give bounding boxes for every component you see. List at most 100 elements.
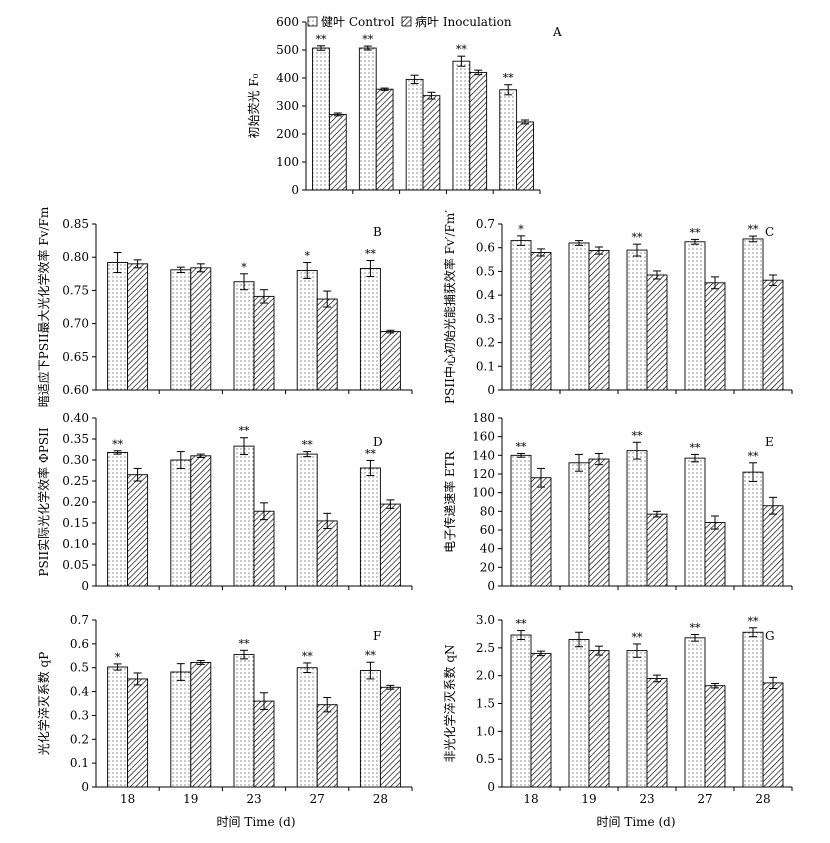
bar-inoculation <box>328 113 347 191</box>
significance-marker: ** <box>632 231 644 244</box>
bar-inoculation <box>375 88 394 191</box>
legend-label-control: 健叶 Control <box>321 15 395 29</box>
y-tick-label: 0.5 <box>70 661 89 675</box>
bar-inoculation <box>646 274 668 391</box>
y-tick-label: 0.75 <box>62 283 89 297</box>
y-axis-title: 光化学淬灭系数 qP <box>36 652 51 756</box>
bar-control <box>170 269 192 391</box>
significance-marker: ** <box>112 438 124 451</box>
chart-panel-c: 0 0.1 0.2 0.3 0.4 0.5 0.6 0.7 PSII中心初始光能捕获效率 Fv′… <box>442 210 793 404</box>
bar-control <box>233 281 255 391</box>
bar-control <box>170 459 192 587</box>
legend-swatch-inoculation <box>401 16 412 27</box>
y-tick-label: 0.3 <box>70 708 89 722</box>
y-axis-title: 暗适应下PSII最大光化学效率 Fv/Fm <box>36 206 51 407</box>
bar-inoculation <box>646 678 668 788</box>
bar-control <box>568 242 590 391</box>
significance-marker: ** <box>516 618 528 631</box>
y-tick-label: 0.70 <box>62 317 89 331</box>
y-tick-label: 1.0 <box>476 724 495 738</box>
y-tick-label: 0.6 <box>476 241 495 255</box>
bar-inoculation <box>588 650 610 788</box>
y-tick-label: 2.5 <box>476 641 495 655</box>
significance-marker: ** <box>690 441 702 454</box>
x-tick-label: 18 <box>523 792 538 806</box>
y-tick-label: 0.5 <box>476 264 495 278</box>
x-tick-label: 23 <box>246 792 261 806</box>
y-tick-label: 2.0 <box>476 669 495 683</box>
bar-control <box>359 670 381 788</box>
significance-marker: ** <box>748 615 760 628</box>
chart-panel-b: 0.60 0.65 0.70 0.75 0.80 0.85 暗适应下PSII最大光化学效率 … <box>36 206 413 407</box>
bar-control <box>742 471 764 587</box>
bar-control <box>684 241 706 391</box>
bar-inoculation <box>530 477 552 587</box>
y-tick-label: 0.05 <box>62 558 89 572</box>
bar-control <box>312 47 330 191</box>
bar-inoculation <box>379 686 401 788</box>
significance-marker: ** <box>632 429 644 442</box>
significance-marker: ** <box>365 447 377 460</box>
bar-inoculation <box>422 95 441 191</box>
bar-inoculation <box>127 678 149 788</box>
significance-marker: ** <box>362 33 374 46</box>
y-tick-label: 0.4 <box>70 685 89 699</box>
y-tick-label: 0.6 <box>70 637 89 651</box>
y-tick-label: 0.7 <box>476 217 495 231</box>
bar-inoculation <box>190 662 212 788</box>
y-tick-label: 0.80 <box>62 250 89 264</box>
bar-control <box>405 78 424 191</box>
y-tick-label: 0.2 <box>476 336 495 350</box>
y-tick-label: 0.60 <box>62 383 89 397</box>
bar-control <box>510 454 532 587</box>
y-tick-label: 0.30 <box>62 453 89 467</box>
x-tick-label: 19 <box>183 792 198 806</box>
bar-inoculation <box>762 505 784 587</box>
bar-inoculation <box>316 520 338 587</box>
bar-control <box>626 450 648 587</box>
y-tick-label: 0.10 <box>62 537 89 551</box>
bar-control <box>170 671 192 788</box>
bar-inoculation <box>253 700 275 788</box>
legend-swatch-control <box>307 16 318 27</box>
bar-control <box>684 457 706 587</box>
significance-marker: ** <box>302 439 314 452</box>
x-tick-label: 19 <box>581 792 596 806</box>
significance-marker: * <box>518 223 524 236</box>
bar-control <box>510 240 532 391</box>
y-axis-title: 电子传递速率 ETR <box>442 450 457 553</box>
panel-label: A <box>552 25 562 39</box>
significance-marker: * <box>241 261 247 274</box>
y-tick-label: 0.20 <box>62 495 89 509</box>
bar-control <box>233 445 255 587</box>
bar-control <box>359 268 381 391</box>
chart-panel-e: 0 20 40 60 80 100 120 140 160 180 电子传递速率 ETR E ** ** *… <box>442 411 793 593</box>
bar-inoculation <box>588 458 610 587</box>
chart-panel-g: 0 0.5 1.0 1.5 2.0 2.5 3.0 非光化学淬灭系数 qN G ** 18 19 ** 2… <box>442 613 793 806</box>
y-tick-label: 160 <box>472 430 495 444</box>
significance-marker: ** <box>456 43 468 56</box>
bar-control <box>626 650 648 788</box>
bar-control <box>568 462 590 587</box>
bar-inoculation <box>190 455 212 587</box>
significance-marker: ** <box>503 72 515 85</box>
bar-inoculation <box>127 474 149 587</box>
y-tick-label: 0.1 <box>476 359 495 373</box>
significance-marker: * <box>115 651 121 664</box>
bar-inoculation <box>762 682 784 788</box>
bar-control <box>359 467 381 587</box>
y-tick-label: 0.85 <box>62 217 89 231</box>
significance-marker: ** <box>239 637 251 650</box>
bar-control <box>742 631 764 788</box>
bar-control <box>107 451 129 587</box>
y-tick-label: 3.0 <box>476 613 495 627</box>
panel-label: C <box>765 225 774 239</box>
significance-marker: ** <box>516 440 528 453</box>
bar-inoculation <box>704 282 726 391</box>
bar-inoculation <box>530 652 552 788</box>
bar-control <box>296 270 318 391</box>
bar-control <box>742 238 764 391</box>
bar-inoculation <box>530 252 552 391</box>
x-tick-label: 27 <box>697 792 712 806</box>
